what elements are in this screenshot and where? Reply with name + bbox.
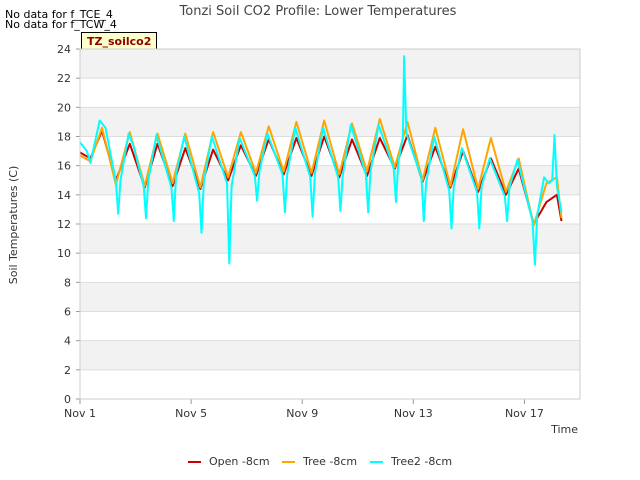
y-tick-label-6: 12 [57,218,71,231]
series-lines [79,55,563,266]
x-tick-label-1: Nov 5 [175,407,207,420]
y-tick-label-11: 22 [57,72,71,85]
legend-label-2: Tree2 -8cm [390,455,452,468]
band-9 [80,107,580,137]
legend-label-1: Tree -8cm [302,455,357,468]
y-axis-label: Soil Temperatures (C) [7,166,20,285]
x-axis-label: Time [550,423,578,436]
y-tick-label-2: 4 [64,335,71,348]
y-tick-label-4: 8 [64,276,71,289]
x-tick-label-3: Nov 13 [394,407,433,420]
legend-label-0: Open -8cm [209,455,270,468]
plot-frame [79,48,581,400]
y-tick-label-12: 24 [57,43,71,56]
legend: Open -8cm Tree -8cm Tree2 -8cm [188,455,452,468]
chart-title: Tonzi Soil CO2 Profile: Lower Temperatur… [179,4,457,19]
series-line-2 [79,55,563,266]
band-1 [80,340,580,370]
y-tick-label-1: 2 [64,364,71,377]
no-data-note-2: No data for f_TCW_4 [5,18,117,31]
no-data-note-1: No data for f_TCE_4 [5,8,113,21]
y-tick-label-10: 20 [57,101,71,114]
y-tick-label-0: 0 [64,393,71,406]
band-5 [80,224,580,254]
x-tick-label-0: Nov 1 [64,407,96,420]
y-tick-label-7: 14 [57,189,71,202]
gridlines [80,48,580,400]
y-tick-label-8: 16 [57,160,71,173]
y-tick-label-3: 6 [64,306,71,319]
series-line-0 [79,129,563,225]
background-bands [80,49,580,370]
x-tick-label-2: Nov 9 [286,407,318,420]
y-tick-label-5: 10 [57,247,71,260]
series-line-1 [79,118,563,227]
y-tick-label-9: 18 [57,131,71,144]
band-3 [80,282,580,312]
band-11 [80,49,580,79]
x-tick-label-4: Nov 17 [505,407,544,420]
